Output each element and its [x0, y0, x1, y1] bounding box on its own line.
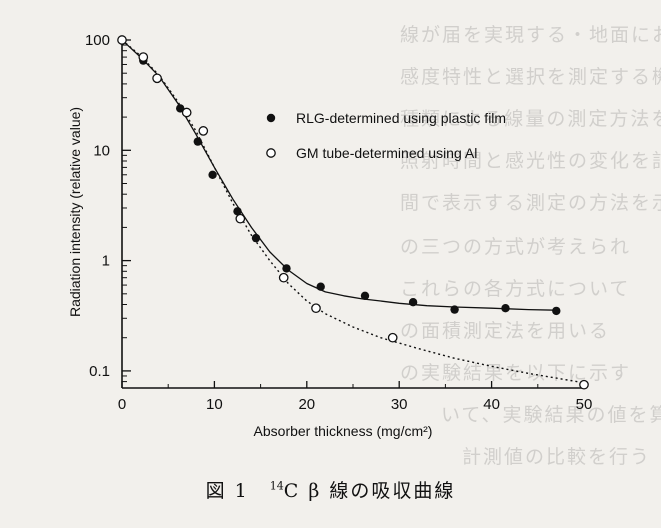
caption-isotope-mass: 14	[269, 479, 284, 493]
background-text: これらの各方式について	[400, 278, 631, 300]
tick-group: 0 10 20 30 40 50 100 10 1 0.1	[85, 32, 592, 413]
gm-data-point	[198, 126, 209, 136]
rlg-data-point	[408, 298, 418, 307]
x-tick-label: 40	[483, 396, 500, 413]
background-text: 照射時間と感光性の変化を記録	[400, 150, 661, 172]
caption-suffix: C β 線の吸収曲線	[283, 480, 456, 502]
rlg-data-point	[282, 264, 291, 273]
y-axis-title: Radiation intensity (relative value)	[67, 107, 83, 317]
rlg-data-point	[360, 291, 370, 300]
gm-data-point	[278, 272, 289, 283]
rlg-data-point	[208, 170, 217, 179]
gm-fit-curve	[121, 39, 585, 384]
gm-data-point	[235, 213, 246, 224]
background-text: の三つの方式が考えられ	[400, 236, 632, 258]
y-tick-label: 0.1	[89, 363, 110, 380]
background-text: 種類による線量の測定方法を比較	[400, 108, 661, 130]
rlg-data-point	[251, 233, 261, 243]
x-tick-label: 0	[118, 396, 126, 413]
x-axis-title: Absorber thickness (mg/cm²)	[254, 423, 433, 439]
gm-data-point	[579, 379, 589, 390]
x-tick-label: 20	[298, 396, 315, 413]
gm-data-point	[387, 332, 398, 343]
background-text: の実験結果を以下に示す	[400, 362, 632, 384]
rlg-data-point	[233, 207, 242, 216]
background-text: の面積測定法を用いる	[400, 320, 611, 342]
gm-data-point	[138, 52, 149, 62]
data-points	[117, 35, 589, 390]
figure-caption: 図 1 14C β 線の吸収曲線	[0, 476, 661, 503]
rlg-data-point	[193, 137, 202, 146]
rlg-data-point	[501, 304, 510, 313]
background-text: 計測値の比較を行う	[0, 446, 652, 468]
fit-curves	[121, 39, 585, 384]
legend-label-gm: GM tube-determined using Al	[296, 145, 477, 161]
gm-data-point	[181, 107, 192, 118]
background-text: いて、実験結果の値を算出する	[0, 404, 661, 426]
rlg-data-point	[316, 282, 325, 291]
rlg-data-point	[552, 306, 561, 316]
legend-marker-filled	[266, 113, 276, 123]
absorption-curve-chart: 0 10 20 30 40 50 100 10 1 0.1 Absorber thickness …	[67, 32, 592, 439]
y-tick-label: 1	[102, 253, 110, 270]
legend-marker-open	[266, 148, 276, 158]
x-tick-label: 10	[206, 396, 223, 413]
caption-prefix: 図 1	[205, 480, 249, 502]
rlg-data-point	[450, 305, 459, 314]
background-text: 間で表示する測定の方法を示す	[400, 192, 661, 214]
y-tick-label: 10	[93, 142, 110, 159]
y-tick-label: 100	[85, 32, 110, 49]
gm-data-point	[311, 303, 321, 314]
legend-label-rlg: RLG-determined using plastic film	[296, 110, 506, 126]
x-tick-label: 50	[576, 396, 593, 413]
x-tick-label: 30	[391, 396, 408, 413]
background-text: 感度特性と選択を測定する機器	[400, 66, 661, 88]
legend: RLG-determined using plastic film GM tub…	[266, 110, 506, 161]
background-text: 線が届を実現する・地面における	[400, 24, 661, 46]
gm-data-point	[152, 73, 162, 84]
rlg-fit-curve	[121, 39, 557, 311]
gm-data-point	[117, 35, 127, 45]
